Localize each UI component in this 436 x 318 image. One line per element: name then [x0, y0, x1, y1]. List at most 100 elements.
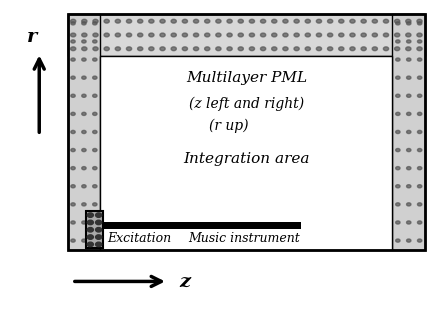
Circle shape — [406, 40, 411, 43]
Circle shape — [71, 19, 76, 23]
Circle shape — [395, 22, 400, 25]
Circle shape — [395, 33, 400, 37]
Circle shape — [417, 112, 422, 115]
Circle shape — [272, 33, 277, 37]
Text: Excitation: Excitation — [107, 232, 172, 245]
Circle shape — [93, 19, 98, 23]
Circle shape — [82, 47, 87, 51]
Circle shape — [417, 149, 422, 152]
Circle shape — [182, 47, 187, 51]
Circle shape — [406, 203, 411, 206]
Circle shape — [95, 213, 102, 218]
Circle shape — [327, 33, 333, 37]
Circle shape — [138, 47, 143, 51]
Circle shape — [138, 33, 143, 37]
Circle shape — [82, 149, 86, 152]
Circle shape — [82, 185, 86, 188]
Circle shape — [204, 47, 210, 51]
Circle shape — [395, 239, 400, 242]
Circle shape — [406, 221, 411, 224]
Circle shape — [238, 19, 243, 23]
Circle shape — [417, 185, 422, 188]
Circle shape — [82, 239, 86, 242]
Circle shape — [92, 130, 97, 134]
Circle shape — [149, 19, 154, 23]
Circle shape — [417, 239, 422, 242]
Circle shape — [406, 130, 411, 134]
Circle shape — [104, 19, 109, 23]
Circle shape — [361, 33, 366, 37]
Circle shape — [294, 47, 299, 51]
Circle shape — [383, 33, 388, 37]
Circle shape — [361, 47, 366, 51]
Circle shape — [87, 220, 93, 225]
Circle shape — [327, 19, 333, 23]
Text: Music instrument: Music instrument — [188, 232, 300, 245]
Circle shape — [406, 149, 411, 152]
Circle shape — [126, 47, 132, 51]
Circle shape — [283, 19, 288, 23]
Circle shape — [92, 221, 97, 224]
Circle shape — [395, 76, 400, 79]
Circle shape — [82, 76, 86, 79]
Circle shape — [71, 130, 75, 134]
Circle shape — [327, 47, 333, 51]
Circle shape — [383, 47, 388, 51]
Circle shape — [417, 167, 422, 170]
Circle shape — [82, 221, 86, 224]
Circle shape — [294, 33, 299, 37]
Circle shape — [87, 235, 93, 239]
Circle shape — [92, 185, 97, 188]
Circle shape — [272, 47, 277, 51]
Circle shape — [406, 239, 411, 242]
Circle shape — [406, 76, 411, 79]
Circle shape — [417, 19, 422, 23]
Circle shape — [395, 149, 400, 152]
Circle shape — [71, 221, 75, 224]
Circle shape — [87, 228, 93, 232]
Circle shape — [406, 94, 411, 97]
Circle shape — [82, 167, 86, 170]
Circle shape — [92, 167, 97, 170]
Circle shape — [126, 33, 132, 37]
Circle shape — [294, 19, 299, 23]
Circle shape — [339, 19, 344, 23]
Circle shape — [260, 47, 266, 51]
Circle shape — [171, 47, 176, 51]
Circle shape — [71, 239, 75, 242]
Circle shape — [417, 58, 422, 61]
Circle shape — [82, 40, 86, 43]
Circle shape — [372, 19, 378, 23]
Circle shape — [182, 19, 187, 23]
Circle shape — [138, 19, 143, 23]
Circle shape — [249, 33, 255, 37]
Circle shape — [160, 33, 165, 37]
Circle shape — [182, 33, 187, 37]
Bar — [68, 14, 425, 56]
Circle shape — [92, 22, 97, 25]
Circle shape — [406, 22, 411, 25]
Circle shape — [260, 33, 266, 37]
Circle shape — [171, 19, 176, 23]
Circle shape — [227, 47, 232, 51]
Circle shape — [406, 185, 411, 188]
Circle shape — [93, 47, 98, 51]
Circle shape — [216, 19, 221, 23]
Circle shape — [82, 22, 86, 25]
Circle shape — [95, 235, 102, 239]
Circle shape — [350, 33, 355, 37]
Circle shape — [417, 203, 422, 206]
Circle shape — [104, 33, 109, 37]
Circle shape — [283, 33, 288, 37]
Circle shape — [171, 33, 176, 37]
Circle shape — [204, 19, 210, 23]
Circle shape — [71, 203, 75, 206]
Circle shape — [92, 203, 97, 206]
Circle shape — [417, 47, 422, 51]
Circle shape — [395, 167, 400, 170]
Circle shape — [104, 47, 109, 51]
Circle shape — [305, 33, 310, 37]
Text: Integration area: Integration area — [183, 152, 310, 166]
Circle shape — [417, 40, 422, 43]
Circle shape — [160, 19, 165, 23]
